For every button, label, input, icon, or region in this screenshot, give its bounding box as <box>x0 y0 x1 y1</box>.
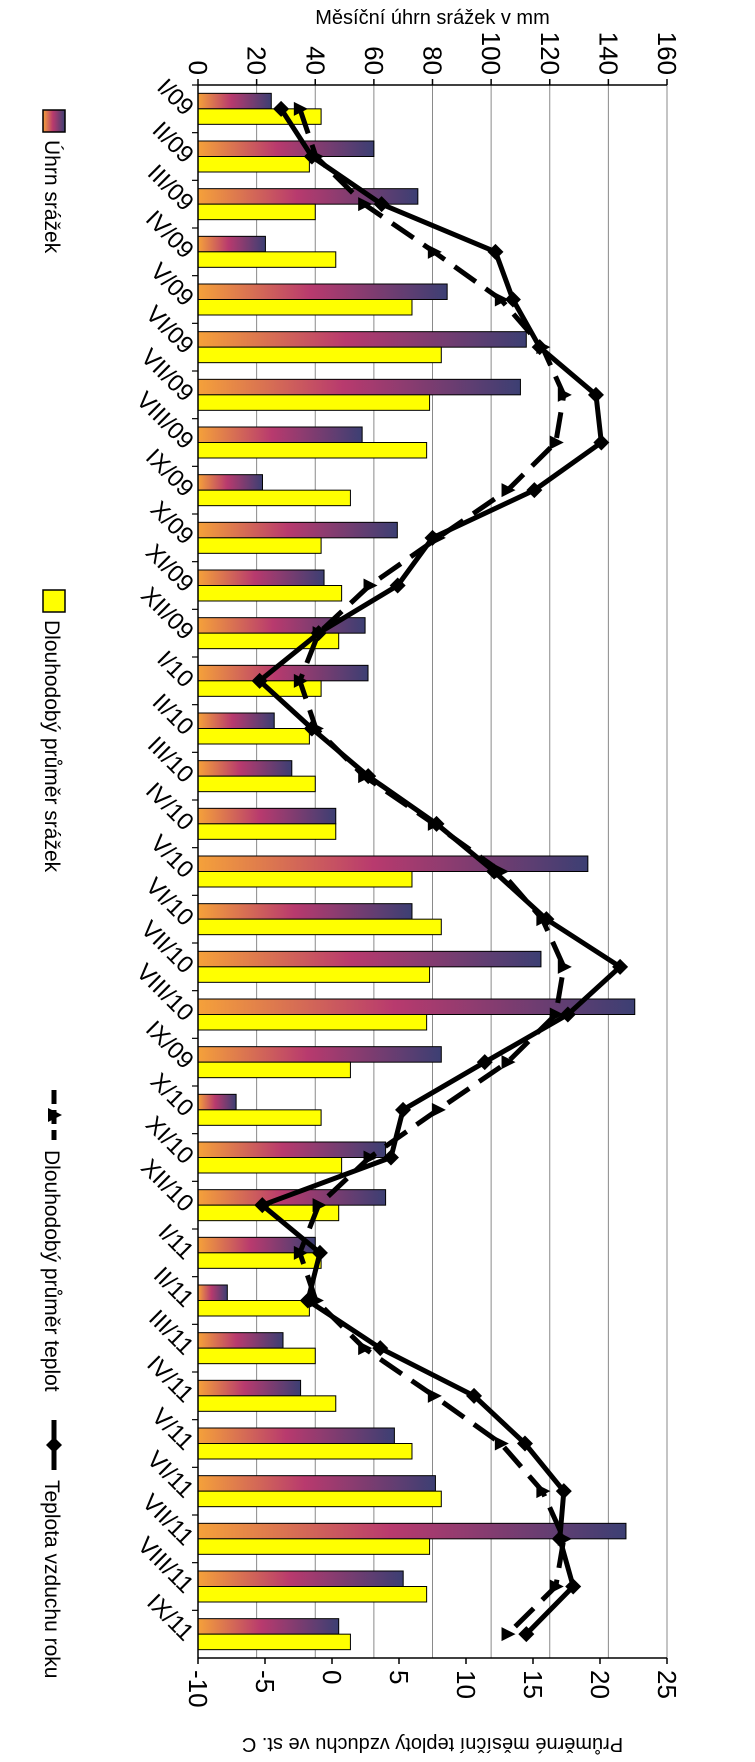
right-tick-label: 5 <box>384 1670 414 1684</box>
bar-prumer-srazek <box>198 824 336 840</box>
bar-prumer-srazek <box>198 967 430 983</box>
bar-srazky <box>198 1428 394 1444</box>
legend-label: Dlouhodobý průměr srážek <box>40 620 63 873</box>
bar-prumer-srazek <box>198 300 412 316</box>
bar-prumer-srazek <box>198 776 315 792</box>
legend-swatch-srazky <box>43 110 65 132</box>
bar-srazky <box>198 951 541 967</box>
bar-prumer-srazek <box>198 919 441 935</box>
bar-prumer-srazek <box>198 1062 350 1078</box>
left-tick-label: 20 <box>242 46 272 75</box>
bar-srazky <box>198 1285 227 1301</box>
left-tick-label: 40 <box>300 46 330 75</box>
bar-prumer-srazek <box>198 443 427 459</box>
left-tick-label: 80 <box>418 46 448 75</box>
left-tick-label: 140 <box>593 32 623 75</box>
left-tick-label: 160 <box>652 32 682 75</box>
bar-srazky <box>198 1619 339 1635</box>
right-tick-label: -10 <box>183 1670 213 1708</box>
bar-prumer-srazek <box>198 586 342 602</box>
legend-label: Teplota vzduchu roku <box>40 1480 63 1678</box>
bar-srazky <box>198 665 368 681</box>
bar-srazky <box>198 856 588 872</box>
bar-srazky <box>198 761 292 777</box>
bar-prumer-srazek <box>198 1491 441 1507</box>
bar-prumer-srazek <box>198 1158 342 1174</box>
bar-srazky <box>198 427 362 443</box>
bar-srazky <box>198 284 447 300</box>
bar-prumer-srazek <box>198 1587 427 1603</box>
bar-srazky <box>198 1047 441 1063</box>
right-tick-label: 0 <box>317 1670 347 1684</box>
bar-prumer-srazek <box>198 1348 315 1364</box>
bar-srazky <box>198 1333 283 1349</box>
bar-srazky <box>198 1094 236 1110</box>
right-tick-label: -5 <box>250 1670 280 1693</box>
left-tick-label: 0 <box>183 61 213 75</box>
legend-label: Dlouhodobý průměr teplot <box>40 1150 63 1392</box>
bar-prumer-srazek <box>198 252 336 267</box>
bar-prumer-srazek <box>198 1444 412 1460</box>
bar-srazky <box>198 236 265 252</box>
bar-srazky <box>198 1571 403 1587</box>
legend-label: Úhrn srážek <box>40 140 63 254</box>
legend-swatch-prumer-srazek <box>43 590 65 612</box>
bar-prumer-srazek <box>198 157 309 173</box>
bar-prumer-srazek <box>198 395 430 411</box>
bar-prumer-srazek <box>198 490 350 506</box>
bar-prumer-srazek <box>198 1634 350 1650</box>
bar-prumer-srazek <box>198 872 412 888</box>
bar-prumer-srazek <box>198 729 309 745</box>
right-axis-title: Průměrné měsíční teploty vzduchu ve st. … <box>242 1733 623 1755</box>
left-tick-label: 120 <box>535 32 565 75</box>
right-tick-label: 20 <box>585 1670 615 1699</box>
bar-prumer-srazek <box>198 1015 427 1031</box>
right-tick-label: 10 <box>451 1670 481 1699</box>
bar-srazky <box>198 1142 386 1158</box>
bar-srazky <box>198 808 336 824</box>
bar-srazky <box>198 904 412 920</box>
left-axis-title: Měsíční úhrn srážek v mm <box>315 7 550 29</box>
bar-srazky <box>198 475 262 491</box>
bar-srazky <box>198 713 274 729</box>
bar-srazky <box>198 141 374 157</box>
left-tick-label: 100 <box>476 32 506 75</box>
bar-srazky <box>198 1476 435 1492</box>
bar-prumer-srazek <box>198 538 321 554</box>
bar-srazky <box>198 570 324 586</box>
left-tick-label: 60 <box>359 46 389 75</box>
right-tick-label: 25 <box>652 1670 682 1699</box>
bar-srazky <box>198 332 526 348</box>
bar-prumer-srazek <box>198 1396 336 1412</box>
bar-prumer-srazek <box>198 347 441 363</box>
bar-prumer-srazek <box>198 204 315 220</box>
bar-srazky <box>198 1380 301 1396</box>
bar-prumer-srazek <box>198 1110 321 1126</box>
bar-prumer-srazek <box>198 1301 309 1317</box>
bar-srazky <box>198 522 397 538</box>
bar-prumer-srazek <box>198 1539 430 1555</box>
bar-srazky <box>198 379 520 395</box>
bar-srazky <box>198 93 271 109</box>
right-tick-label: 15 <box>518 1670 548 1699</box>
